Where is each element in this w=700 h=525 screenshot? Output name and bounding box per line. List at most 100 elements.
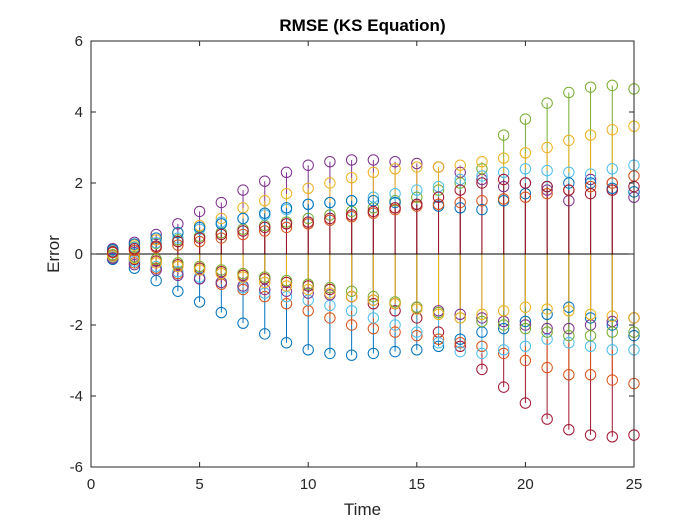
- data-point-marker: [280, 298, 293, 310]
- data-point-marker: [367, 312, 380, 324]
- data-point-marker: [259, 207, 271, 219]
- data-point-marker: [584, 369, 597, 381]
- x-tick-label: 25: [626, 476, 643, 493]
- data-point-marker: [237, 280, 249, 292]
- data-point-marker: [172, 257, 184, 269]
- data-point-marker: [280, 166, 293, 179]
- data-point-marker: [389, 298, 401, 310]
- data-point-marker: [302, 182, 314, 195]
- data-point-marker: [606, 184, 618, 196]
- data-point-marker: [389, 305, 401, 317]
- data-point-marker: [584, 81, 597, 93]
- data-point-marker: [432, 198, 445, 211]
- data-point-marker: [193, 296, 206, 308]
- data-point-marker: [476, 195, 488, 207]
- data-point-marker: [215, 264, 228, 276]
- data-point-marker: [606, 326, 618, 338]
- data-point-marker: [454, 312, 466, 324]
- data-point-marker: [215, 232, 228, 244]
- data-point-marker: [476, 308, 488, 321]
- data-point-marker: [237, 228, 249, 241]
- data-point-marker: [454, 196, 466, 209]
- data-point-marker: [541, 97, 553, 109]
- data-point-marker: [215, 267, 228, 280]
- data-point-marker: [367, 154, 380, 166]
- data-point-marker: [172, 218, 184, 230]
- data-point-marker: [172, 260, 184, 273]
- data-point-marker: [411, 303, 423, 315]
- data-point-marker: [150, 228, 162, 241]
- data-point-marker: [606, 344, 618, 356]
- data-point-marker: [411, 161, 423, 173]
- data-point-marker: [128, 242, 141, 255]
- data-point-marker: [237, 184, 249, 196]
- data-point-marker: [302, 287, 314, 299]
- data-point-marker: [519, 397, 532, 409]
- data-point-marker: [280, 221, 293, 234]
- data-point-marker: [150, 257, 162, 269]
- data-point-marker: [324, 212, 336, 225]
- data-point-marker: [584, 308, 597, 321]
- data-point-marker: [563, 305, 575, 317]
- data-point-marker: [389, 345, 401, 358]
- data-point-marker: [150, 253, 162, 266]
- data-point-marker: [497, 152, 510, 164]
- data-point-marker: [324, 177, 336, 189]
- data-point-marker: [150, 240, 162, 252]
- data-point-marker: [367, 290, 380, 303]
- data-point-marker: [345, 171, 358, 184]
- data-point-marker: [107, 250, 119, 262]
- data-point-marker: [476, 163, 488, 175]
- data-point-marker: [367, 191, 380, 203]
- data-point-marker: [280, 202, 293, 214]
- data-point-marker: [541, 322, 553, 335]
- x-tick-label: 0: [87, 476, 95, 493]
- data-point-marker: [541, 308, 553, 321]
- data-point-marker: [454, 308, 466, 321]
- data-point-marker: [302, 198, 314, 211]
- data-point-marker: [432, 184, 445, 196]
- data-point-marker: [367, 205, 380, 218]
- data-point-marker: [193, 260, 206, 273]
- data-point-marker: [606, 319, 618, 331]
- data-point-marker: [411, 191, 423, 203]
- data-point-marker: [345, 319, 358, 331]
- data-point-marker: [280, 218, 293, 230]
- data-point-marker: [519, 354, 532, 367]
- data-point-marker: [606, 310, 618, 322]
- data-point-marker: [519, 319, 532, 331]
- data-point-marker: [128, 252, 141, 264]
- data-point-marker: [497, 347, 510, 360]
- data-point-marker: [584, 429, 597, 441]
- data-point-marker: [454, 184, 466, 196]
- data-point-marker: [280, 274, 293, 287]
- x-tick-label: 15: [408, 476, 425, 493]
- data-point-marker: [302, 278, 314, 290]
- x-tick-label: 5: [195, 476, 203, 493]
- data-point-marker: [411, 157, 423, 170]
- data-point-marker: [497, 305, 510, 317]
- data-point-marker: [541, 326, 553, 338]
- data-point-marker: [541, 180, 553, 193]
- data-point-marker: [172, 227, 184, 239]
- data-point-marker: [411, 329, 423, 342]
- data-point-marker: [324, 347, 336, 360]
- data-point-marker: [606, 79, 618, 92]
- data-point-marker: [432, 337, 445, 349]
- stems-layer: [112, 85, 635, 437]
- data-point-marker: [324, 287, 336, 299]
- data-point-marker: [172, 235, 184, 248]
- data-point-marker: [259, 195, 271, 207]
- data-point-marker: [454, 177, 466, 189]
- data-point-marker: [280, 337, 293, 349]
- x-axis-ticks: 0 5 10 15 20 25: [87, 41, 643, 493]
- data-point-marker: [193, 232, 206, 244]
- data-point-marker: [519, 163, 532, 175]
- data-point-marker: [345, 305, 358, 317]
- data-point-marker: [215, 276, 228, 289]
- data-point-marker: [128, 238, 141, 250]
- data-point-marker: [454, 340, 466, 352]
- data-point-marker: [454, 159, 466, 171]
- data-point-marker: [215, 228, 228, 241]
